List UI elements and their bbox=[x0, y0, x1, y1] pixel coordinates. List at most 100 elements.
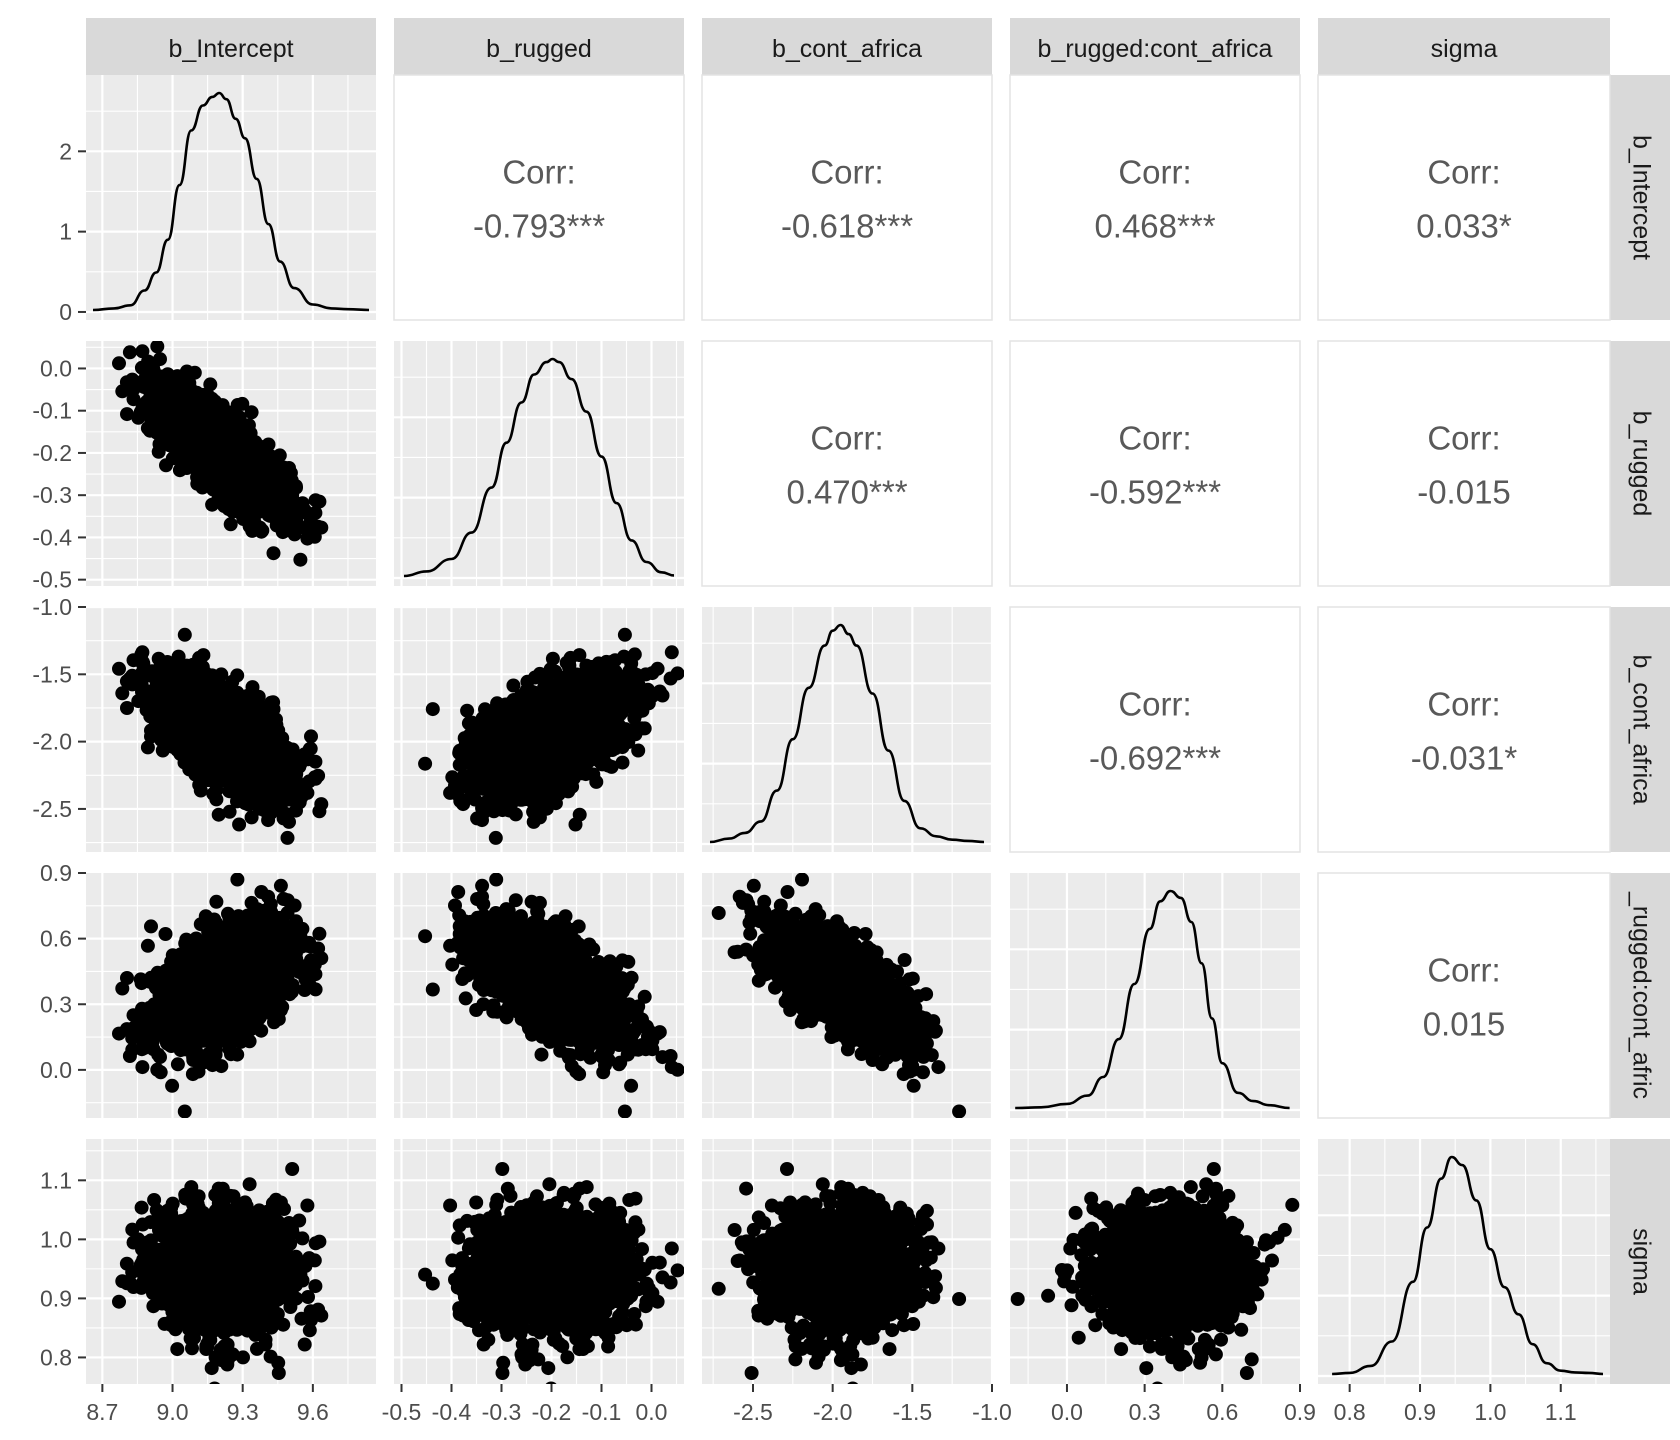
scatter-point bbox=[282, 510, 296, 525]
scatter-point bbox=[617, 627, 632, 642]
scatter-point bbox=[229, 721, 243, 736]
scatter-point bbox=[222, 804, 237, 819]
corr-panel-0-1 bbox=[393, 74, 685, 321]
scatter-point bbox=[271, 495, 286, 510]
scatter-point bbox=[151, 444, 166, 459]
row-strip-4 bbox=[1610, 1139, 1670, 1384]
corr-value-1-3: -0.592*** bbox=[1089, 474, 1221, 511]
scatter-point bbox=[151, 651, 166, 666]
corr-panel-1-2 bbox=[701, 340, 993, 587]
scatter-point bbox=[177, 627, 192, 642]
scatter-point bbox=[285, 487, 300, 502]
scatter-point bbox=[243, 742, 258, 757]
scatter-point bbox=[186, 725, 201, 740]
scatter-point bbox=[202, 441, 217, 456]
row-strip-1 bbox=[1610, 341, 1670, 586]
scatter-point bbox=[155, 743, 170, 758]
scatter-point bbox=[174, 689, 188, 704]
scatter-point bbox=[289, 803, 303, 818]
corr-label-1-4: Corr: bbox=[1427, 420, 1500, 457]
scatter-point bbox=[203, 377, 218, 392]
scatter-point bbox=[302, 774, 317, 789]
scatter-point bbox=[138, 365, 153, 380]
scatter-point bbox=[187, 714, 202, 728]
corr-value-0-2: -0.618*** bbox=[781, 208, 913, 245]
row-strip-label-2: b_cont_africa bbox=[1627, 654, 1655, 804]
row-strip-label-3: _rugged:cont_afric bbox=[1627, 891, 1655, 1099]
scatter-point bbox=[135, 645, 150, 660]
corr-panel-1-4 bbox=[1317, 340, 1611, 587]
column-strip-label-3: b_rugged:cont_africa bbox=[1038, 35, 1273, 63]
scatter-point bbox=[173, 462, 188, 477]
scatter-point bbox=[223, 767, 238, 782]
scatter-point bbox=[138, 693, 153, 708]
scatter-point bbox=[262, 453, 277, 467]
scatter-2-1 bbox=[418, 627, 684, 845]
scatter-point bbox=[203, 455, 218, 470]
corr-label-1-2: Corr: bbox=[810, 420, 883, 457]
scatter-point bbox=[182, 762, 197, 777]
scatter-point bbox=[192, 777, 207, 792]
corr-value-0-3: 0.468*** bbox=[1094, 208, 1215, 245]
scatter-point bbox=[214, 667, 229, 682]
corr-value-0-1: -0.793*** bbox=[473, 208, 605, 245]
scatter-point bbox=[230, 685, 245, 700]
scatter-point bbox=[255, 523, 270, 538]
scatter-point bbox=[245, 523, 260, 538]
scatter-point bbox=[125, 668, 140, 683]
scatter-point bbox=[232, 817, 247, 832]
column-strip-label-0: b_Intercept bbox=[168, 35, 293, 63]
corr-panel-0-2 bbox=[701, 74, 993, 321]
scatter-point bbox=[223, 517, 238, 532]
scatter-point bbox=[179, 748, 194, 763]
scatter-point bbox=[154, 682, 169, 697]
scatter-point bbox=[193, 448, 208, 463]
scatter-point bbox=[244, 405, 259, 420]
scatter-point bbox=[266, 475, 281, 490]
scatter-point bbox=[232, 786, 247, 801]
corr-panel-0-3 bbox=[1009, 74, 1301, 321]
scatter-point bbox=[115, 686, 130, 701]
scatter-point bbox=[293, 552, 308, 567]
scatter-point bbox=[288, 772, 303, 787]
scatter-point bbox=[221, 731, 236, 746]
scatter-point bbox=[213, 692, 228, 707]
scatter-point bbox=[256, 718, 271, 733]
scatter-point bbox=[488, 830, 503, 845]
corr-label-0-1: Corr: bbox=[502, 154, 575, 191]
scatter-point bbox=[266, 506, 281, 521]
scatter-point bbox=[202, 752, 217, 767]
scatter-point bbox=[262, 778, 277, 793]
scatter-point bbox=[112, 356, 126, 371]
scatter-point bbox=[240, 496, 255, 511]
scatter-point bbox=[282, 792, 296, 807]
scatter-point bbox=[232, 470, 247, 485]
scatter-point bbox=[251, 689, 266, 704]
scatter-point bbox=[125, 382, 140, 397]
scatter-point bbox=[168, 670, 183, 684]
density-curve-b_rugged bbox=[403, 357, 675, 578]
scatter-point bbox=[300, 785, 315, 800]
column-strip-2 bbox=[702, 18, 992, 75]
scatter-point bbox=[254, 703, 269, 718]
row-strip-label-1: b_rugged bbox=[1627, 411, 1655, 517]
scatter-point bbox=[235, 701, 250, 716]
scatter-point bbox=[196, 648, 211, 663]
scatter-point bbox=[280, 830, 295, 845]
scatter-point bbox=[193, 405, 208, 420]
scatter-point bbox=[506, 678, 521, 693]
column-strip-4 bbox=[1318, 18, 1610, 75]
panel-bg-0-0 bbox=[86, 75, 376, 320]
corr-value-1-2: 0.470*** bbox=[786, 474, 907, 511]
row-strip-2 bbox=[1610, 607, 1670, 852]
scatter-point bbox=[120, 701, 134, 715]
scatter-point bbox=[670, 666, 684, 681]
scatter-point bbox=[205, 497, 220, 512]
scatter-point bbox=[615, 755, 630, 770]
scatter-point bbox=[308, 493, 323, 508]
row-strip-3 bbox=[1610, 873, 1670, 1118]
corr-label-0-4: Corr: bbox=[1427, 154, 1500, 191]
scatter-point bbox=[314, 797, 329, 812]
scatter-point bbox=[141, 354, 156, 369]
